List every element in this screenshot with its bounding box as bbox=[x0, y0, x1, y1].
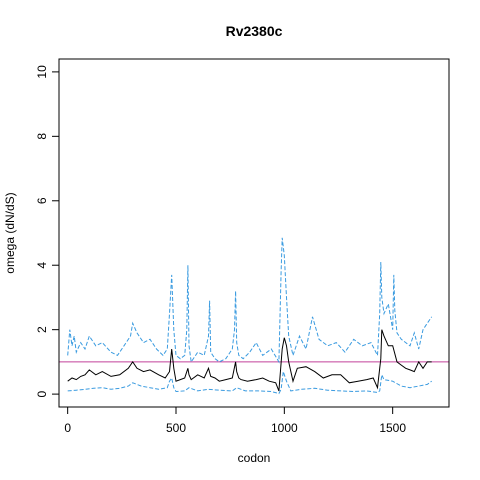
y-tick-label: 0 bbox=[35, 390, 49, 397]
y-tick-label: 8 bbox=[35, 133, 49, 140]
series-line-lower bbox=[67, 371, 432, 395]
y-tick-label: 10 bbox=[35, 65, 49, 79]
chart-title: Rv2380c bbox=[226, 23, 283, 39]
series-line-mean bbox=[67, 329, 432, 392]
y-tick-label: 6 bbox=[35, 197, 49, 204]
x-tick-label: 500 bbox=[166, 421, 186, 435]
y-tick-label: 4 bbox=[35, 262, 49, 269]
y-axis-label: omega (dN/dS) bbox=[3, 192, 17, 273]
series-line-upper bbox=[67, 237, 433, 364]
y-tick-label: 2 bbox=[35, 326, 49, 333]
plot-marks bbox=[59, 237, 449, 395]
x-axis-label: codon bbox=[238, 451, 271, 465]
x-tick-label: 1000 bbox=[271, 421, 298, 435]
axes: 0 500 1000 1500 0 2 4 6 8 10 bbox=[35, 65, 406, 435]
x-tick-label: 0 bbox=[64, 421, 71, 435]
x-tick-label: 1500 bbox=[379, 421, 406, 435]
